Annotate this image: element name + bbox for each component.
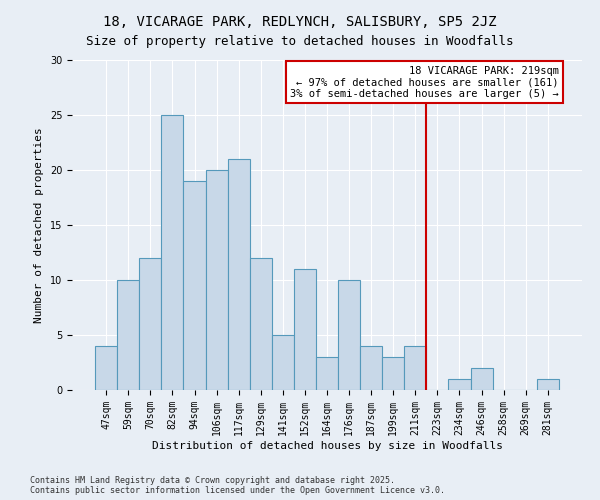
Bar <box>272 335 294 390</box>
X-axis label: Distribution of detached houses by size in Woodfalls: Distribution of detached houses by size … <box>151 440 503 450</box>
Bar <box>316 357 338 390</box>
Bar <box>161 115 184 390</box>
Bar <box>250 258 272 390</box>
Bar <box>95 346 117 390</box>
Bar <box>338 280 360 390</box>
Bar <box>184 181 206 390</box>
Bar <box>382 357 404 390</box>
Bar <box>448 379 470 390</box>
Bar <box>294 269 316 390</box>
Bar <box>117 280 139 390</box>
Bar <box>227 159 250 390</box>
Text: 18, VICARAGE PARK, REDLYNCH, SALISBURY, SP5 2JZ: 18, VICARAGE PARK, REDLYNCH, SALISBURY, … <box>103 15 497 29</box>
Text: Size of property relative to detached houses in Woodfalls: Size of property relative to detached ho… <box>86 35 514 48</box>
Bar <box>404 346 427 390</box>
Bar <box>470 368 493 390</box>
Y-axis label: Number of detached properties: Number of detached properties <box>34 127 44 323</box>
Text: Contains HM Land Registry data © Crown copyright and database right 2025.
Contai: Contains HM Land Registry data © Crown c… <box>30 476 445 495</box>
Bar <box>206 170 227 390</box>
Bar <box>537 379 559 390</box>
Bar <box>360 346 382 390</box>
Bar <box>139 258 161 390</box>
Text: 18 VICARAGE PARK: 219sqm
← 97% of detached houses are smaller (161)
3% of semi-d: 18 VICARAGE PARK: 219sqm ← 97% of detach… <box>290 66 559 98</box>
